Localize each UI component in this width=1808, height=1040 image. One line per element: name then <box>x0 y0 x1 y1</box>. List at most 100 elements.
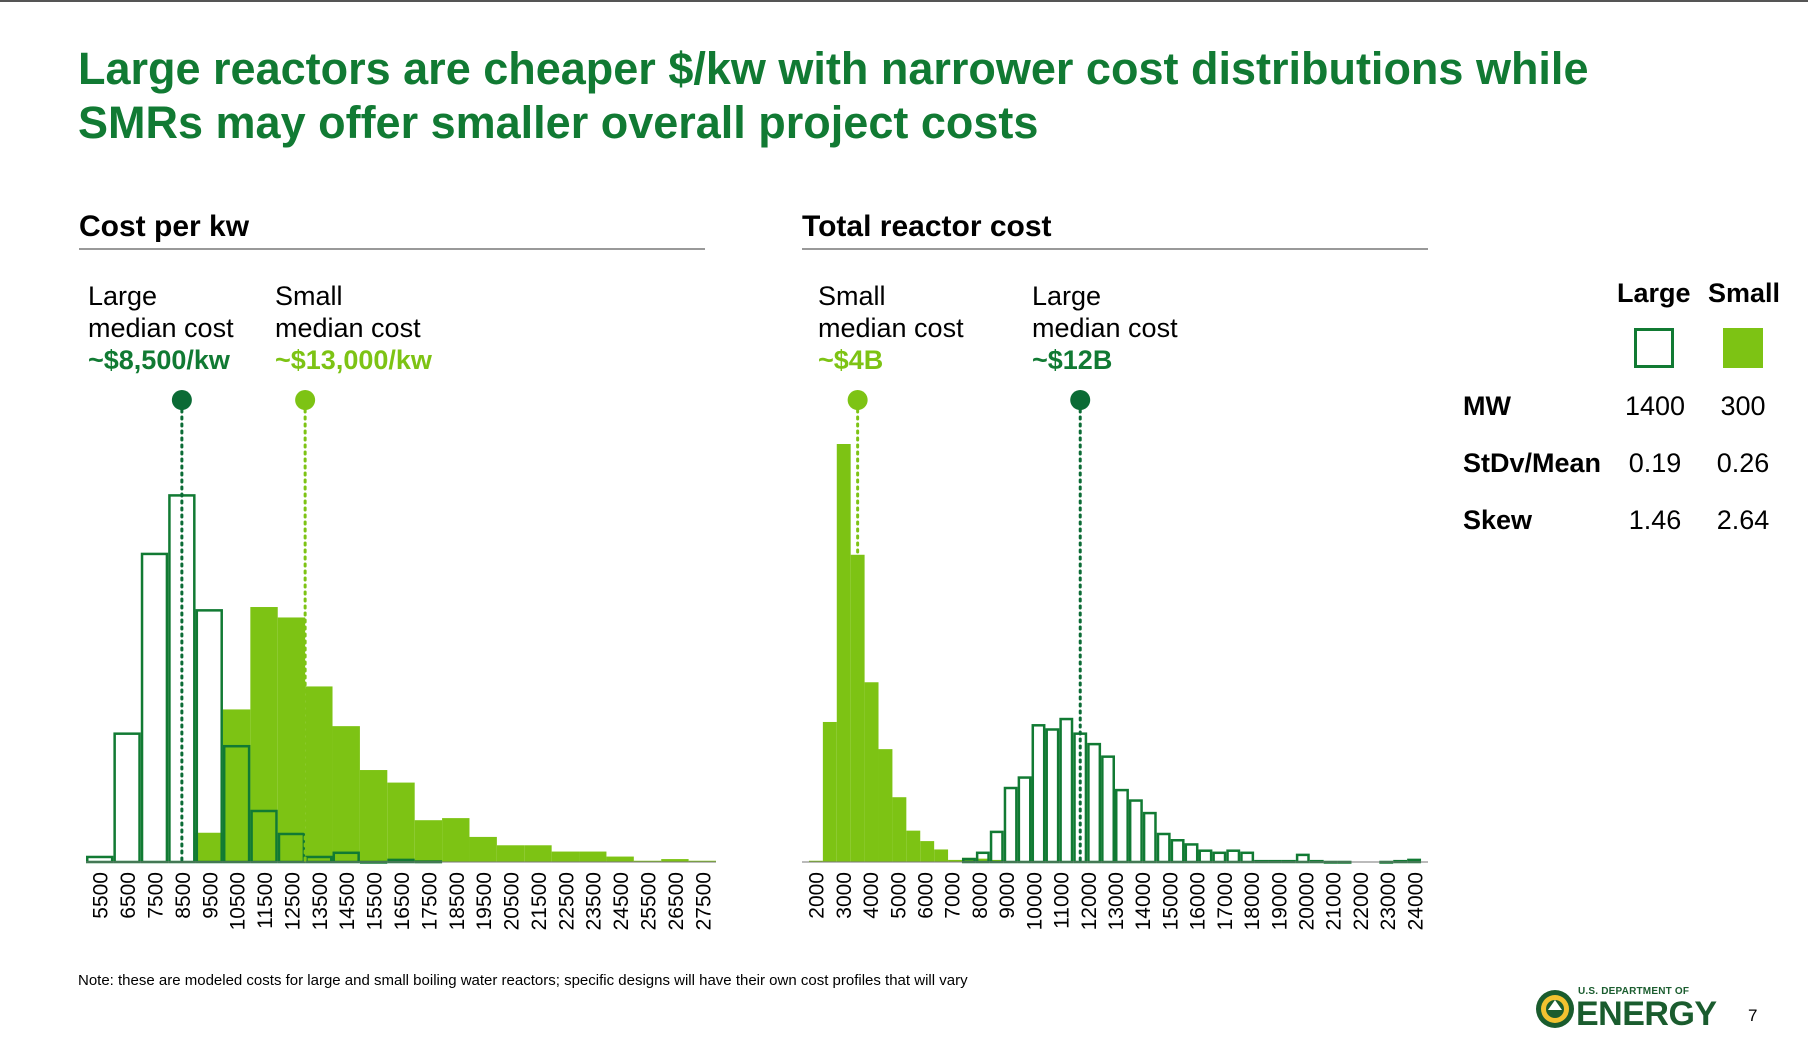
costkw-median-dot-large <box>171 390 192 410</box>
costkw-bar-large <box>113 732 141 864</box>
legend-swatch-large <box>1634 328 1674 368</box>
total-bar-small <box>808 860 823 862</box>
costkw-x-tick-label: 9500 <box>199 872 222 919</box>
doe-logo: U.S. DEPARTMENT OF ENERGY <box>1532 986 1717 1033</box>
total-x-tick-label: 16000 <box>1187 872 1210 930</box>
costkw-x-tick-label: 20500 <box>501 872 524 930</box>
total-bar-small <box>822 721 837 862</box>
total-bar-large <box>989 830 1004 864</box>
total-x-tick-label: 17000 <box>1214 872 1237 930</box>
costkw-median-dot-small <box>295 390 316 410</box>
slide-title: Large reactors are cheaper $/kw with nar… <box>78 42 1718 150</box>
total-bar-large <box>1142 811 1157 864</box>
total-x-tick-label: 6000 <box>914 872 937 919</box>
costkw-bar-small <box>579 851 607 862</box>
total-bar-small <box>836 444 851 862</box>
total-x-tick-label: 18000 <box>1241 872 1264 930</box>
costkw-x-tick-label: 19500 <box>473 872 496 930</box>
total-x-tick-label: 13000 <box>1105 872 1128 930</box>
costkw-bar-small <box>551 851 580 862</box>
total-bar-small <box>878 749 893 862</box>
costkw-bar-small <box>469 836 497 862</box>
total-bar-large <box>1003 786 1018 864</box>
costkw-x-tick-label: 6500 <box>117 872 140 919</box>
costkw-x-tick-label: 8500 <box>172 872 195 919</box>
stats-skew-large: 1.46 <box>1628 505 1682 535</box>
stats-header-large: Large <box>1617 278 1691 308</box>
costkw-bar-small <box>633 860 662 862</box>
costkw-bar-small <box>305 686 333 862</box>
total-bar-small <box>920 841 935 862</box>
total-median-dot-small <box>847 390 868 410</box>
costkw-x-tick-label: 17500 <box>418 872 441 930</box>
doe-seal-icon <box>1536 990 1574 1028</box>
total-bar-large <box>1295 853 1310 864</box>
costkw-x-tick-label: 16500 <box>391 872 414 930</box>
costkw-bar-small <box>359 770 388 862</box>
costkw-x-tick-label: 12500 <box>281 872 304 930</box>
total-x-tick-label: 4000 <box>860 872 883 919</box>
total-bar-large <box>1045 728 1060 864</box>
total-bar-small <box>975 858 990 862</box>
costkw-x-tick-label: 15500 <box>364 872 387 930</box>
total-x-tick-label: 22000 <box>1350 872 1373 930</box>
top-border-line <box>0 0 1808 2</box>
costkw-x-tick-label: 13500 <box>309 872 332 930</box>
left-annotation-large-value: ~$8,500/kw <box>88 345 230 375</box>
legend-swatch-small <box>1723 328 1763 368</box>
right-annotation-small-line2: median cost <box>818 313 964 343</box>
stats-row-label-skew: Skew <box>1463 505 1533 535</box>
total-x-tick-label: 10000 <box>1023 872 1046 930</box>
total-bar-large <box>1156 832 1171 864</box>
total-bar-large <box>1128 799 1143 864</box>
total-x-tick-label: 21000 <box>1323 872 1346 930</box>
right-annotation-large: Large median cost ~$12B <box>1032 280 1178 376</box>
costkw-bar-small <box>332 726 360 862</box>
costkw-x-tick-label: 10500 <box>227 872 250 930</box>
left-annotation-small-line2: median cost <box>275 313 421 343</box>
total-bar-small <box>948 859 962 862</box>
stats-skew-small: 2.64 <box>1716 505 1770 535</box>
stats-row-label-stdv: StDv/Mean <box>1463 448 1602 478</box>
total-x-tick-label: 12000 <box>1078 872 1101 930</box>
right-annotation-large-value: ~$12B <box>1032 345 1113 375</box>
stats-table: Large Small MW 1400 300 StDv/Mean 0.19 0… <box>1455 272 1795 542</box>
right-annotation-large-line1: Large <box>1032 281 1102 311</box>
stats-stdv-small: 0.26 <box>1716 448 1770 478</box>
total-x-tick-label: 7000 <box>942 872 965 919</box>
total-bar-large <box>1184 843 1199 864</box>
total-bar-large <box>1226 849 1241 864</box>
total-x-tick-label: 24000 <box>1404 872 1427 930</box>
left-annotation-large-line1: Large <box>88 281 158 311</box>
costkw-x-tick-label: 26500 <box>665 872 688 930</box>
total-x-tick-label: 15000 <box>1159 872 1182 930</box>
costkw-bar-small <box>387 782 415 862</box>
costkw-x-tick-label: 24500 <box>610 872 633 930</box>
costkw-bar-small <box>222 709 251 862</box>
total-x-tick-label: 20000 <box>1296 872 1319 930</box>
total-bar-small <box>906 830 921 862</box>
total-median-dot-large <box>1070 390 1091 410</box>
costkw-x-tick-label: 7500 <box>144 872 167 919</box>
total-x-tick-label: 8000 <box>969 872 992 919</box>
left-panel-rule <box>79 248 705 250</box>
costkw-x-tick-label: 11500 <box>254 872 277 929</box>
right-panel-rule <box>802 248 1428 250</box>
total-bar-small <box>892 797 907 862</box>
left-annotation-small-line1: Small <box>275 281 343 311</box>
costkw-x-tick-label: 22500 <box>555 872 578 930</box>
right-annotation-small-value: ~$4B <box>818 345 884 375</box>
right-panel-title: Total reactor cost <box>802 210 1052 243</box>
stats-mw-small: 300 <box>1720 391 1766 421</box>
total-bar-large <box>1059 717 1074 864</box>
logo-small-text: U.S. DEPARTMENT OF <box>1578 986 1690 997</box>
stats-row-label-mw: MW <box>1463 391 1511 421</box>
costkw-bar-small <box>524 845 552 862</box>
total-x-tick-label: 3000 <box>833 872 856 919</box>
costkw-bar-small <box>496 845 525 862</box>
total-bar-large <box>1031 724 1046 864</box>
stats-mw-large: 1400 <box>1624 391 1686 421</box>
costkw-bar-large <box>195 609 223 864</box>
total-bar-small <box>850 554 865 862</box>
costkw-x-tick-label: 21500 <box>528 872 551 930</box>
